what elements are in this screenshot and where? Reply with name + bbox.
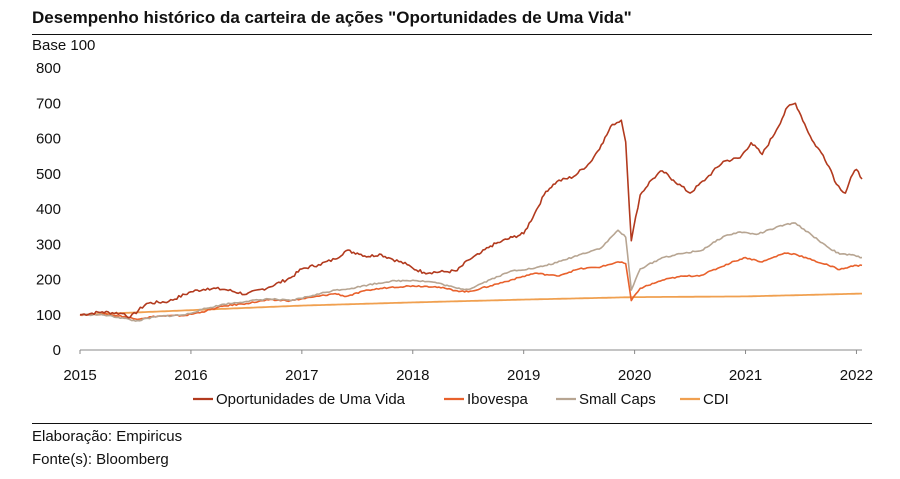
title-rule [32,34,872,35]
elaboration-note: Elaboração: Empiricus [32,428,183,445]
y-tick-label: 300 [36,236,61,253]
x-tick-label: 2022 [840,367,873,384]
y-tick-label: 200 [36,272,61,289]
source-note: Fonte(s): Bloomberg [32,451,169,468]
series-lines [79,102,863,322]
x-tick-label: 2019 [507,367,540,384]
x-tick-label: 2016 [174,367,207,384]
y-tick-label: 0 [53,342,61,359]
y-ticks: 0 100 200 300 400 500 600 700 800 [36,60,61,359]
y-tick-label: 800 [36,60,61,77]
legend-label: Small Caps [579,391,656,408]
x-tick-label: 2018 [396,367,429,384]
series-line-ibovespa [79,252,863,321]
x-tick-label: 2020 [618,367,651,384]
legend: Oportunidades de Uma Vida Ibovespa Small C… [193,391,729,408]
y-tick-label: 400 [36,201,61,218]
x-tick-label: 2015 [63,367,96,384]
series-line-oportunidades-de-uma-vida [79,102,863,319]
x-tick-label: 2017 [285,367,318,384]
y-axis-label: Base 100 [32,37,96,54]
x-tick-label: 2021 [729,367,762,384]
series-line-small-caps [79,222,863,322]
y-tick-label: 600 [36,131,61,148]
y-tick-label: 500 [36,166,61,183]
legend-label: CDI [703,391,729,408]
x-ticks: 2015 2016 2017 2018 2019 2020 2021 2022 [63,350,873,384]
footer-rule [32,423,872,424]
legend-label: Oportunidades de Uma Vida [216,391,406,408]
y-tick-label: 700 [36,95,61,112]
legend-label: Ibovespa [467,391,529,408]
chart-title: Desempenho histórico da carteira de açõe… [32,8,632,27]
y-tick-label: 100 [36,307,61,324]
